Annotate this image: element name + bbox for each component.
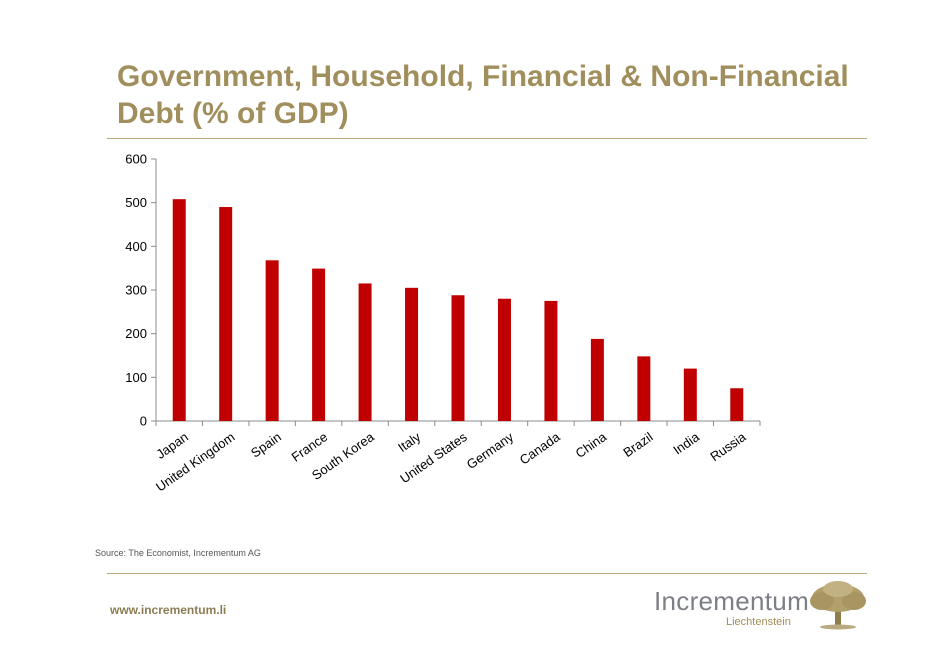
footer-divider bbox=[107, 573, 867, 574]
y-tick-label: 600 bbox=[125, 152, 147, 167]
x-tick-label: China bbox=[573, 429, 610, 461]
logo-subtitle: Liechtenstein bbox=[726, 616, 791, 628]
x-tick-label: Russia bbox=[707, 429, 749, 465]
bar-germany bbox=[497, 298, 511, 421]
x-tick-label: United Kingdom bbox=[153, 429, 237, 494]
bar-united-states bbox=[451, 295, 465, 421]
logo-wordmark: Incrementum bbox=[654, 586, 810, 616]
x-tick-label: Italy bbox=[395, 429, 424, 455]
x-tick-label: Japan bbox=[153, 429, 191, 462]
source-note: Source: The Economist, Incrementum AG bbox=[95, 548, 261, 558]
x-tick-label: Canada bbox=[517, 429, 564, 468]
bar-india bbox=[683, 368, 697, 421]
bar-china bbox=[590, 338, 604, 421]
bar-japan bbox=[172, 199, 186, 421]
bar-russia bbox=[730, 388, 744, 421]
y-tick-label: 500 bbox=[125, 195, 147, 210]
x-tick-label: Brazil bbox=[620, 429, 655, 460]
title-divider bbox=[107, 138, 867, 139]
y-tick-label: 200 bbox=[125, 326, 147, 341]
oak-tree-icon bbox=[810, 581, 866, 630]
y-tick-label: 400 bbox=[125, 239, 147, 254]
x-tick-label: Germany bbox=[464, 429, 517, 472]
y-tick-label: 0 bbox=[140, 414, 147, 429]
website-link[interactable]: www.incrementum.li bbox=[110, 603, 227, 617]
bar-united-kingdom bbox=[219, 207, 233, 421]
bar-brazil bbox=[637, 356, 651, 421]
x-tick-label: Spain bbox=[248, 429, 284, 460]
slide-title: Government, Household, Financial & Non-F… bbox=[117, 60, 849, 130]
bar-france bbox=[312, 268, 326, 421]
y-tick-label: 100 bbox=[125, 370, 147, 385]
bar-south-korea bbox=[358, 283, 372, 421]
bar-canada bbox=[544, 300, 558, 421]
bar-spain bbox=[265, 260, 279, 421]
y-tick-label: 300 bbox=[125, 283, 147, 298]
x-tick-label: India bbox=[670, 429, 702, 458]
bar-italy bbox=[405, 287, 419, 421]
